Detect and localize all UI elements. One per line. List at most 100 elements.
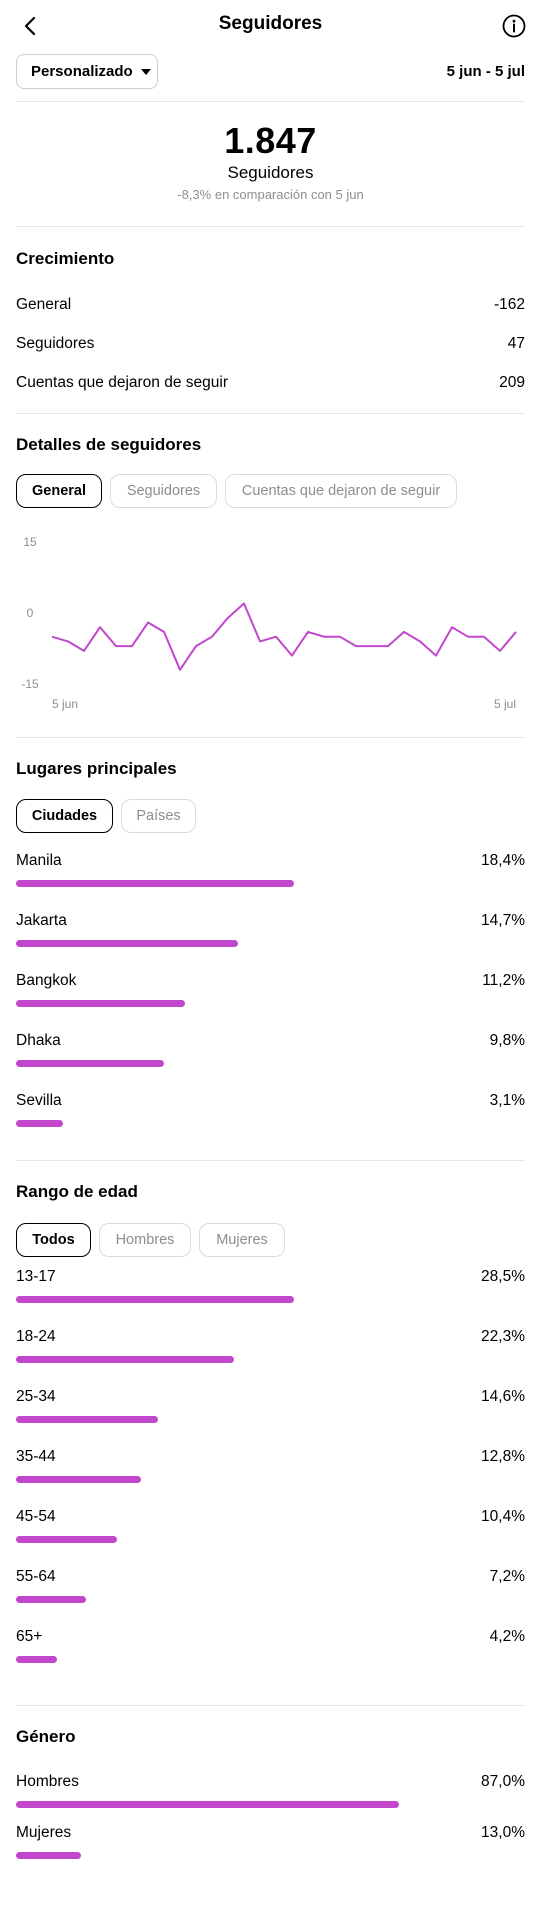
place-label: Jakarta xyxy=(16,912,67,929)
growth-row-followers: Seguidores 47 xyxy=(16,335,525,357)
y-tick-label: -15 xyxy=(21,677,39,691)
age-value: 28,5% xyxy=(481,1268,525,1285)
divider xyxy=(16,101,525,102)
followers-total-label: Seguidores xyxy=(227,163,314,182)
age-bar-track xyxy=(16,1416,525,1423)
age-label: 18-24 xyxy=(16,1328,56,1345)
place-value: 14,7% xyxy=(481,912,525,929)
caret-down-icon xyxy=(140,68,151,75)
info-icon[interactable] xyxy=(501,13,527,39)
tab-unfollows[interactable]: Cuentas que dejaron de seguir xyxy=(225,474,457,508)
growth-row-label: Seguidores xyxy=(16,335,95,352)
growth-row-value: 209 xyxy=(499,374,525,391)
place-value: 9,8% xyxy=(489,1032,525,1049)
details-title: Detalles de seguidores xyxy=(16,435,202,454)
tab-cities[interactable]: Ciudades xyxy=(16,799,113,833)
divider xyxy=(16,413,525,414)
age-value: 14,6% xyxy=(481,1388,525,1405)
age-row: 65+ 4,2% xyxy=(16,1628,525,1668)
place-bar xyxy=(16,1120,63,1127)
place-label: Bangkok xyxy=(16,972,77,989)
place-row: Dhaka 9,8% xyxy=(16,1032,525,1072)
age-bar xyxy=(16,1536,118,1543)
age-bar-track xyxy=(16,1536,525,1543)
age-title: Rango de edad xyxy=(16,1182,138,1201)
age-row: 45-54 10,4% xyxy=(16,1508,525,1548)
divider xyxy=(16,1705,525,1706)
place-label: Sevilla xyxy=(16,1092,62,1109)
tab-countries[interactable]: Países xyxy=(121,799,196,833)
series-line xyxy=(51,602,517,671)
gender-row: Hombres 87,0% xyxy=(16,1773,525,1813)
age-value: 12,8% xyxy=(481,1448,525,1465)
gender-label: Hombres xyxy=(16,1773,79,1790)
divider xyxy=(16,737,525,738)
gender-value: 87,0% xyxy=(481,1773,525,1790)
y-tick-label: 0 xyxy=(27,606,34,620)
age-row: 55-64 7,2% xyxy=(16,1568,525,1608)
gender-label: Mujeres xyxy=(16,1824,72,1841)
place-label: Dhaka xyxy=(16,1032,61,1049)
growth-row-label: Cuentas que dejaron de seguir xyxy=(16,374,228,391)
age-bar xyxy=(16,1356,234,1363)
places-title: Lugares principales xyxy=(16,759,177,778)
place-bar xyxy=(16,940,239,947)
period-dropdown[interactable]: Personalizado xyxy=(16,54,158,89)
growth-row-value: -162 xyxy=(493,296,525,313)
page-title: Seguidores xyxy=(218,13,323,34)
growth-row-general: General -162 xyxy=(16,296,525,318)
age-label: 25-34 xyxy=(16,1388,56,1405)
place-label: Manila xyxy=(16,852,62,869)
age-bar-track xyxy=(16,1356,525,1363)
followers-total: 1.847 xyxy=(224,120,317,161)
period-dropdown-label: Personalizado xyxy=(31,63,133,80)
age-bar xyxy=(16,1596,87,1603)
place-bar-track xyxy=(16,940,525,947)
tab-general[interactable]: General xyxy=(16,474,102,508)
tab-all[interactable]: Todos xyxy=(16,1223,91,1257)
place-value: 18,4% xyxy=(481,852,525,869)
x-tick-label: 5 jun xyxy=(52,697,78,711)
age-bar xyxy=(16,1296,294,1303)
followers-comparison: -8,3% en comparación con 5 jun xyxy=(177,187,364,202)
age-bar xyxy=(16,1476,141,1483)
age-value: 10,4% xyxy=(481,1508,525,1525)
growth-row-value: 47 xyxy=(507,335,525,352)
tab-women[interactable]: Mujeres xyxy=(199,1223,285,1257)
age-row: 13-17 28,5% xyxy=(16,1268,525,1308)
growth-row-unfollows: Cuentas que dejaron de seguir 209 xyxy=(16,374,525,396)
place-bar-track xyxy=(16,1000,525,1007)
gender-bar xyxy=(16,1852,81,1859)
place-bar xyxy=(16,880,294,887)
age-bar xyxy=(16,1656,57,1663)
age-bar-track xyxy=(16,1656,525,1663)
tab-followers[interactable]: Seguidores xyxy=(110,474,217,508)
tab-men[interactable]: Hombres xyxy=(99,1223,191,1257)
age-bar-track xyxy=(16,1596,525,1603)
top-bar: Seguidores xyxy=(0,0,541,52)
growth-title: Crecimiento xyxy=(16,249,115,268)
y-tick-label: 15 xyxy=(23,536,37,549)
gender-row: Mujeres 13,0% xyxy=(16,1824,525,1864)
divider xyxy=(16,1160,525,1161)
gender-bar-track xyxy=(16,1801,525,1808)
date-range: 5 jun - 5 jul xyxy=(446,63,525,80)
place-bar-track xyxy=(16,880,525,887)
age-value: 7,2% xyxy=(489,1568,525,1585)
place-bar xyxy=(16,1060,165,1067)
age-value: 22,3% xyxy=(481,1328,525,1345)
age-row: 25-34 14,6% xyxy=(16,1388,525,1428)
date-filter-row: Personalizado 5 jun - 5 jul xyxy=(16,54,525,90)
age-label: 55-64 xyxy=(16,1568,56,1585)
place-row: Manila 18,4% xyxy=(16,852,525,892)
age-bar xyxy=(16,1416,159,1423)
place-bar xyxy=(16,1000,186,1007)
gender-value: 13,0% xyxy=(481,1824,525,1841)
divider xyxy=(16,226,525,227)
place-bar-track xyxy=(16,1120,525,1127)
age-label: 45-54 xyxy=(16,1508,56,1525)
x-tick-label: 5 jul xyxy=(494,697,516,711)
chevron-left-icon[interactable] xyxy=(18,13,44,39)
age-row: 35-44 12,8% xyxy=(16,1448,525,1488)
age-bar-track xyxy=(16,1296,525,1303)
